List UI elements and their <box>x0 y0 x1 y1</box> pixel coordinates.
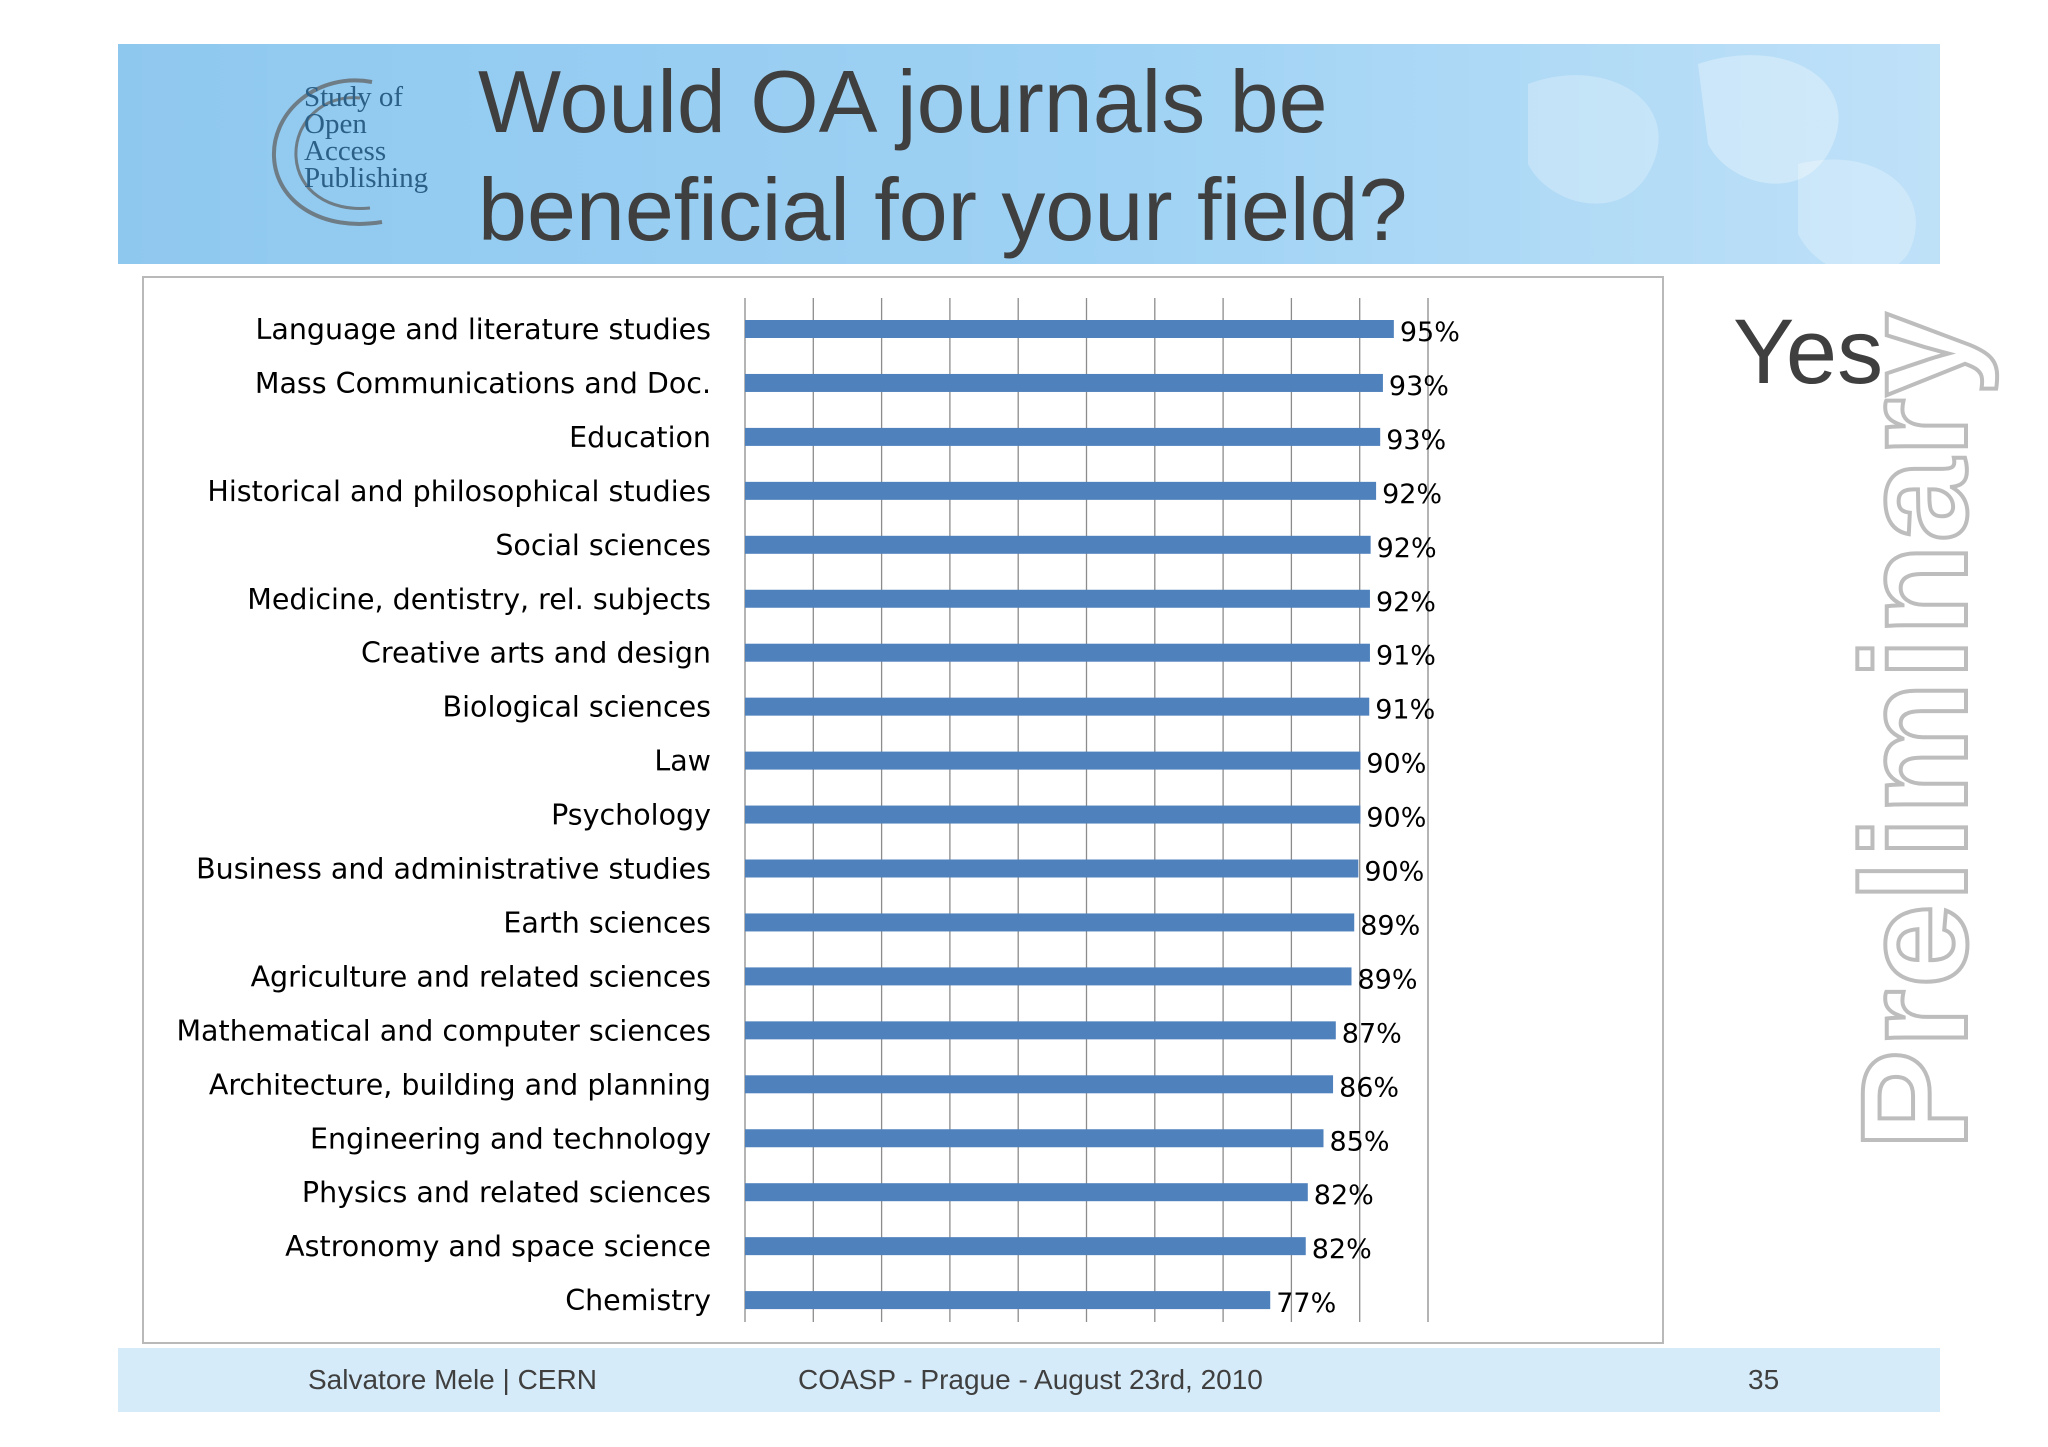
bar <box>745 1237 1306 1256</box>
category-label: Agriculture and related sciences <box>251 960 711 993</box>
bar <box>745 1183 1308 1202</box>
bar <box>745 751 1361 770</box>
page-number: 35 <box>1748 1364 1780 1395</box>
category-label: Business and administrative studies <box>196 853 711 886</box>
data-label: 91% <box>1375 695 1435 726</box>
chart-frame: Language and literature studies 95% Mass C… <box>142 276 1664 1344</box>
bar <box>745 1021 1336 1040</box>
soap-logo-icon <box>271 78 383 226</box>
category-label: Mass Communications and Doc. <box>255 367 711 400</box>
category-label: Physics and related sciences <box>302 1176 711 1209</box>
category-label: Creative arts and design <box>361 637 711 670</box>
category-label: Historical and philosophical studies <box>207 475 711 508</box>
header-band <box>118 44 1940 264</box>
data-label: 89% <box>1358 964 1418 995</box>
bar <box>745 697 1370 716</box>
category-label: Law <box>654 745 711 778</box>
bar <box>745 859 1359 878</box>
bar <box>745 481 1377 500</box>
data-label: 86% <box>1339 1072 1399 1103</box>
data-label: 82% <box>1314 1180 1374 1211</box>
soap-logo-text: Study of Open Access Publishing <box>304 81 429 194</box>
bar <box>745 1291 1271 1310</box>
slide-title: Would OA journals be beneficial for your… <box>478 52 1408 259</box>
bar <box>745 967 1352 986</box>
bar <box>745 1129 1324 1148</box>
bar <box>745 373 1383 392</box>
bar <box>745 913 1355 932</box>
data-label: 93% <box>1389 371 1449 402</box>
data-label: 87% <box>1342 1018 1402 1049</box>
category-label: Astronomy and space science <box>285 1230 711 1263</box>
data-label: 95% <box>1400 317 1460 348</box>
category-label: Mathematical and computer sciences <box>176 1014 711 1047</box>
data-label: 90% <box>1366 749 1426 780</box>
category-label: Social sciences <box>495 529 711 562</box>
yes-label: Yes <box>1733 301 1884 403</box>
category-label: Medicine, dentistry, rel. subjects <box>247 583 711 616</box>
preliminary-watermark: Preliminary <box>1828 309 2000 1152</box>
data-label: 92% <box>1382 479 1442 510</box>
category-label: Psychology <box>551 799 711 832</box>
category-label: Architecture, building and planning <box>209 1068 711 1101</box>
data-label: 90% <box>1364 857 1424 888</box>
category-label: Chemistry <box>565 1284 711 1317</box>
category-label: Engineering and technology <box>310 1122 711 1155</box>
data-label: 77% <box>1276 1288 1336 1319</box>
footer-band: Salvatore Mele | CERN COASP - Prague - A… <box>118 1348 1940 1412</box>
data-label: 90% <box>1366 803 1426 834</box>
data-label: 93% <box>1386 425 1446 456</box>
footer-event: COASP - Prague - August 23rd, 2010 <box>798 1364 1263 1395</box>
bar-chart: Language and literature studies 95% Mass C… <box>176 298 1460 1322</box>
category-label: Biological sciences <box>443 691 711 724</box>
bar <box>745 589 1370 608</box>
category-label: Language and literature studies <box>255 313 711 346</box>
data-label: 85% <box>1330 1126 1390 1157</box>
category-label: Earth sciences <box>503 906 711 939</box>
data-label: 92% <box>1377 533 1437 564</box>
header-decoration <box>1528 55 1916 264</box>
bar <box>745 805 1361 824</box>
bar <box>745 1075 1334 1094</box>
bar <box>745 427 1381 446</box>
data-label: 89% <box>1360 910 1420 941</box>
bar <box>745 320 1394 338</box>
data-label: 82% <box>1312 1234 1372 1265</box>
data-label: 92% <box>1376 587 1436 618</box>
bar <box>745 643 1370 662</box>
category-label: Education <box>569 421 711 454</box>
data-label: 91% <box>1376 641 1436 672</box>
bar <box>745 535 1371 554</box>
footer-author: Salvatore Mele | CERN <box>308 1364 597 1395</box>
